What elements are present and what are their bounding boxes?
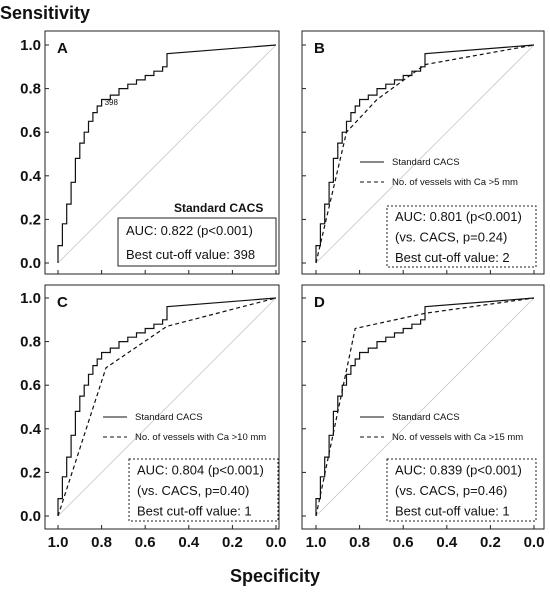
panel-frame: [44, 284, 280, 530]
series-line-solid: [57, 44, 277, 263]
y-tick-label: 0.4: [20, 421, 42, 438]
x-tick-label: 0.4: [436, 534, 458, 551]
y-tick-label: 0.6: [20, 377, 41, 394]
legend-entry: Standard CACS: [135, 412, 203, 423]
x-tick-label: 0.0: [524, 534, 545, 551]
y-tick-label: 0.2: [20, 464, 41, 481]
legend-entry: No. of vessels with Ca >5 mm: [392, 177, 518, 188]
stats-line: AUC: 0.804 (p<0.001): [137, 462, 264, 477]
x-tick-label: 0.2: [222, 534, 243, 551]
x-tick-label: 0.8: [91, 534, 112, 551]
y-tick-label: 0.6: [20, 124, 41, 141]
x-tick-label: 0.4: [178, 534, 200, 551]
y-axis-title: Sensitivity: [0, 3, 90, 23]
x-tick-label: 0.0: [266, 534, 287, 551]
legend-entry: No. of vessels with Ca >10 mm: [135, 432, 266, 443]
panel-frame: [301, 30, 545, 275]
panel-frame: [44, 30, 280, 275]
stats-line: AUC: 0.822 (p<0.001): [126, 223, 253, 238]
y-tick-label: 0.4: [20, 168, 42, 185]
series-line-dashed: [315, 44, 535, 264]
y-tick-label: 0.0: [20, 508, 41, 525]
x-tick-label: 0.6: [393, 534, 414, 551]
reference-diagonal: [57, 44, 277, 264]
series-line-solid: [315, 297, 535, 516]
y-tick-label: 0.0: [20, 255, 41, 272]
cutoff-annotation: 398: [105, 98, 119, 107]
x-tick-label: 0.8: [349, 534, 370, 551]
panel-label: C: [57, 294, 68, 311]
x-tick-label: 0.2: [480, 534, 501, 551]
stats-line: Best cut-off value: 1: [137, 504, 252, 519]
legend-entry: Standard CACS: [392, 412, 460, 423]
x-tick-label: 0.6: [135, 534, 156, 551]
x-axis-title: Specificity: [230, 566, 320, 586]
stats-line: Best cut-off value: 398: [126, 247, 255, 262]
panel-d: 1.0 0.8 0.6 0.4 0.2 0.0 D Standard CACS No. of v…: [301, 284, 545, 551]
x-tick-label: 1.0: [48, 534, 69, 551]
reference-diagonal: [315, 297, 535, 517]
series-line-dashed: [57, 297, 277, 517]
reference-diagonal: [315, 44, 535, 264]
stats-box: [386, 458, 537, 522]
stats-line: (vs. CACS, p=0.40): [137, 483, 249, 498]
series-line-solid: [57, 297, 277, 516]
stats-line: (vs. CACS, p=0.46): [395, 483, 507, 498]
series-line-dashed: [315, 297, 535, 517]
panel-b: B Standard CACS No. of vessels with Ca >5 …: [301, 30, 545, 275]
reference-diagonal: [57, 297, 277, 517]
panel-a: 1.0 0.8 0.6 0.4 0.2 0.0 A 398 Standard CACS AUC: …: [20, 30, 280, 275]
panels: 1.0 0.8 0.6 0.4 0.2 0.0 A 398 Standard CACS AUC: …: [20, 30, 545, 551]
panel-frame: [301, 284, 545, 530]
stats-line: Best cut-off value: 2: [395, 250, 510, 265]
legend-entry: Standard CACS: [392, 157, 460, 168]
stats-line: AUC: 0.801 (p<0.001): [395, 209, 522, 224]
stats-line: AUC: 0.839 (p<0.001): [395, 462, 522, 477]
y-tick-label: 0.2: [20, 211, 41, 228]
panel-label: A: [57, 40, 68, 57]
y-tick-label: 0.8: [20, 81, 41, 98]
y-tick-label: 0.8: [20, 334, 41, 351]
panel-c: 1.0 0.8 0.6 0.4 0.2 0.0 1.0 0.8 0.6 0.4 0.2 0.0 C Sta…: [20, 284, 287, 551]
legend-title: Standard CACS: [174, 201, 263, 215]
x-tick-label: 1.0: [306, 534, 327, 551]
panel-label: D: [314, 294, 325, 311]
stats-box: [386, 205, 537, 268]
stats-line: (vs. CACS, p=0.24): [395, 230, 507, 245]
stats-box: [128, 458, 279, 522]
y-tick-label: 1.0: [20, 37, 41, 54]
y-tick-label: 1.0: [20, 290, 41, 307]
legend-entry: No. of vessels with Ca >15 mm: [392, 432, 523, 443]
panel-label: B: [314, 40, 325, 57]
stats-line: Best cut-off value: 1: [395, 504, 510, 519]
stats-box: [117, 217, 277, 267]
